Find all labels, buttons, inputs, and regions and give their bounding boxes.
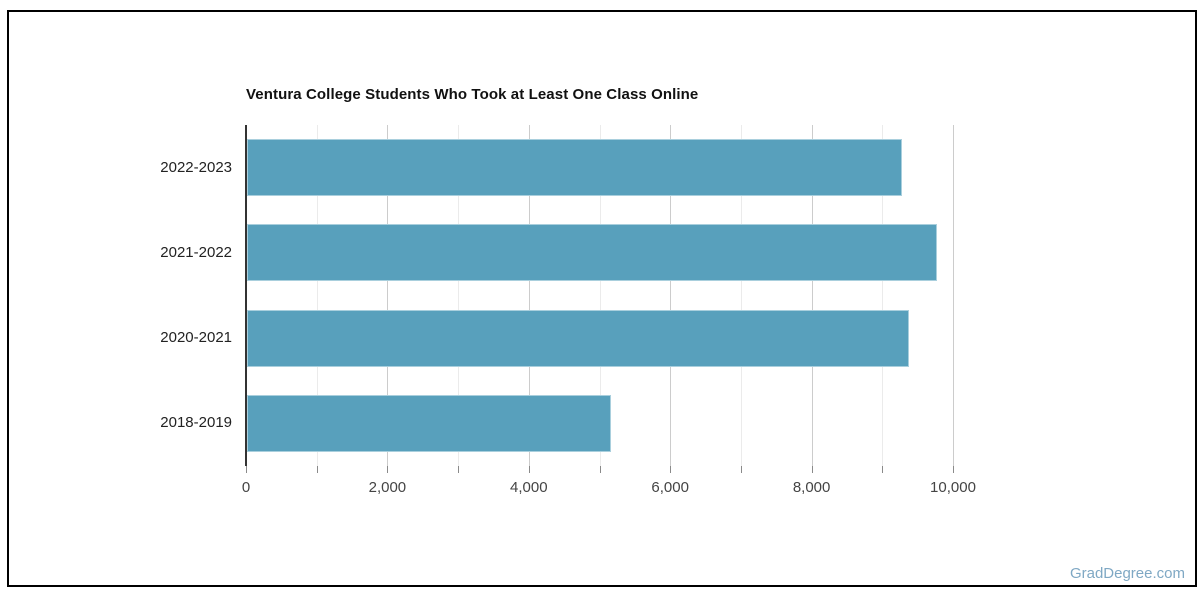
x-axis-tick xyxy=(528,466,530,473)
major-gridline xyxy=(387,125,389,466)
bar-2018-2019[interactable] xyxy=(247,394,612,452)
minor-gridline xyxy=(882,125,884,466)
x-tick-label-4000: 4,000 xyxy=(510,479,548,496)
x-axis-tick xyxy=(740,466,742,473)
x-axis-tick xyxy=(670,466,672,473)
bar-2020-2021[interactable] xyxy=(247,309,910,367)
x-tick-label-2000: 2,000 xyxy=(368,479,407,496)
x-axis-tick xyxy=(387,466,389,473)
x-axis-tick xyxy=(316,466,318,473)
category-label-2022-2023: 2022-2023 xyxy=(160,158,232,176)
category-label-2021-2022: 2021-2022 xyxy=(160,243,232,261)
minor-gridline xyxy=(599,125,601,466)
bar-2022-2023[interactable] xyxy=(247,139,902,197)
minor-gridline xyxy=(316,125,318,466)
x-axis-tick xyxy=(246,466,247,473)
x-tick-label-8000: 8,000 xyxy=(792,479,831,496)
y-axis-line xyxy=(245,125,247,466)
minor-gridline xyxy=(458,125,460,466)
category-label-2018-2019: 2018-2019 xyxy=(160,414,232,432)
category-label-2020-2021: 2020-2021 xyxy=(160,329,232,347)
major-gridline xyxy=(670,125,672,466)
major-gridline xyxy=(953,125,954,466)
x-axis-tick xyxy=(599,466,601,473)
x-axis-tick xyxy=(882,466,884,473)
bar-2021-2022[interactable] xyxy=(247,224,938,282)
chart-title: Ventura College Students Who Took at Lea… xyxy=(246,86,699,103)
x-tick-label-6000: 6,000 xyxy=(651,479,689,496)
minor-gridline xyxy=(740,125,742,466)
x-axis-tick xyxy=(953,466,954,473)
x-axis-tick xyxy=(811,466,813,473)
x-tick-label-10000: 10,000 xyxy=(930,479,976,496)
watermark-link[interactable]: GradDegree.com xyxy=(1069,565,1185,582)
chart-border xyxy=(7,10,1197,587)
x-axis-tick xyxy=(458,466,460,473)
x-tick-label-0: 0 xyxy=(241,479,251,496)
major-gridline xyxy=(528,125,530,466)
major-gridline xyxy=(811,125,813,466)
